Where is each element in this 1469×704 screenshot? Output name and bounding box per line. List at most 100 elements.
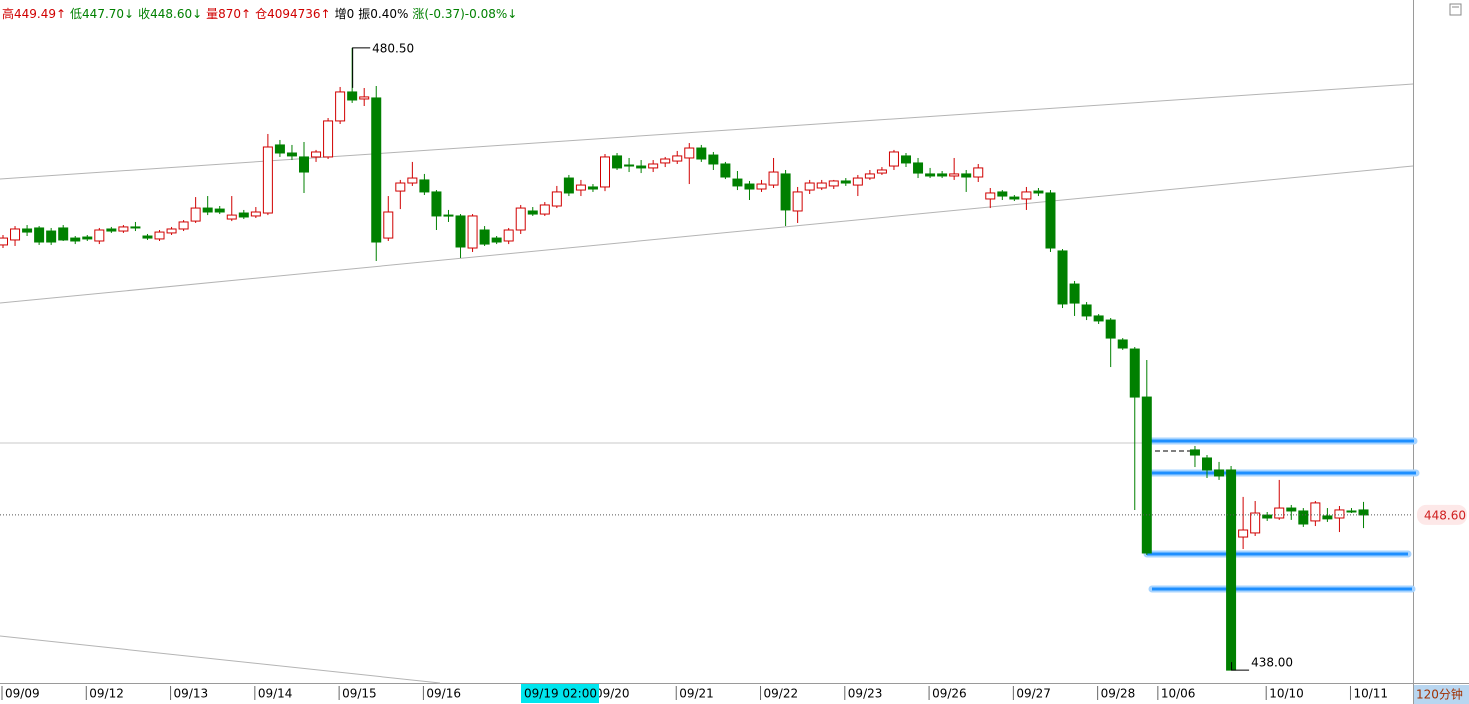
candle-body xyxy=(419,179,430,193)
header-item: 高449.49↑ xyxy=(2,7,67,21)
window-icon[interactable] xyxy=(1449,3,1462,16)
extreme-label: 480.50 xyxy=(372,41,414,55)
candle-body xyxy=(864,173,875,179)
candle-body xyxy=(142,235,153,239)
candle-body xyxy=(600,156,610,188)
candle-body xyxy=(937,173,948,177)
trend-line xyxy=(0,83,1414,180)
candle-body xyxy=(515,207,526,231)
candle-body xyxy=(1262,514,1273,519)
candle-body xyxy=(1021,191,1032,200)
candle-body xyxy=(383,211,394,239)
candle-body xyxy=(1286,507,1297,512)
candle-body xyxy=(888,151,899,167)
x-tick-label: 09/15 xyxy=(342,687,377,701)
candle-body xyxy=(852,177,863,186)
candle-body xyxy=(1069,283,1080,304)
candle-body xyxy=(431,191,442,217)
candle-body xyxy=(178,221,189,230)
trend-line xyxy=(0,635,441,684)
candle-body xyxy=(1009,196,1020,200)
candle-body xyxy=(997,191,1008,197)
candle-body xyxy=(1310,502,1321,522)
candles xyxy=(0,47,1369,671)
x-tick-label: 09/21 xyxy=(679,687,714,701)
candle-body xyxy=(323,120,334,158)
candle-body xyxy=(1105,319,1116,339)
candle-body xyxy=(961,173,972,178)
candle-body xyxy=(1045,192,1056,249)
x-tick-label: 09/28 xyxy=(1101,687,1136,701)
candle-body xyxy=(612,155,623,169)
candle-body xyxy=(551,191,562,207)
candle-body xyxy=(1250,512,1261,534)
header-item: 仓4094736↑ xyxy=(255,7,331,21)
candle-body xyxy=(1117,339,1128,349)
candle-body xyxy=(901,155,911,164)
candle-body xyxy=(70,237,81,242)
candle-body xyxy=(1129,348,1140,398)
period-label-box[interactable] xyxy=(1414,685,1469,704)
candle-body xyxy=(1057,250,1068,305)
candle-body xyxy=(720,163,731,178)
candle-body xyxy=(925,173,936,177)
candle-body xyxy=(10,228,21,241)
candle-body xyxy=(190,207,201,222)
trend-line xyxy=(0,165,1414,304)
candle-body xyxy=(22,228,33,233)
candle-body xyxy=(118,226,129,232)
period-label[interactable]: 120分钟 xyxy=(1416,687,1463,702)
candle-body xyxy=(58,227,69,241)
candle-body xyxy=(840,180,851,184)
candle-body xyxy=(154,231,165,240)
support-lines xyxy=(1143,437,1420,593)
candle-body xyxy=(816,182,827,189)
header-item: 收448.60↓ xyxy=(138,7,203,21)
candle-body xyxy=(1081,304,1092,317)
candle-body xyxy=(563,177,574,194)
candle-body xyxy=(756,183,767,190)
cursor-label: 09/19 02:00 xyxy=(524,687,597,701)
candle-body xyxy=(527,210,538,215)
candle-body xyxy=(684,147,695,159)
candle-body xyxy=(395,182,406,192)
candle-body xyxy=(828,180,839,187)
candle-body xyxy=(648,163,659,169)
last-price-label: 448.60 xyxy=(1424,508,1466,522)
candle-body xyxy=(1202,457,1212,471)
x-tick-label: 09/14 xyxy=(258,687,293,701)
candle-body xyxy=(94,229,105,242)
candle-body xyxy=(539,204,550,215)
candle-body xyxy=(347,91,358,101)
candle-body xyxy=(1033,190,1044,194)
candle-body xyxy=(672,155,683,162)
candle-body xyxy=(913,162,924,174)
candle-body xyxy=(1214,469,1225,477)
candle-body xyxy=(311,151,322,158)
x-tick-label: 10/11 xyxy=(1353,687,1388,701)
candle-body xyxy=(575,184,586,191)
candle-body xyxy=(780,173,791,211)
candle-body xyxy=(262,146,273,214)
candle-body xyxy=(1358,509,1369,516)
candle-body xyxy=(1274,507,1285,519)
candle-body xyxy=(949,173,960,177)
candle-body xyxy=(660,158,671,164)
candle-body xyxy=(1298,510,1309,525)
candle-body xyxy=(166,228,177,234)
candle-body xyxy=(503,229,514,242)
candle-body xyxy=(238,212,249,218)
candle-body xyxy=(491,237,502,243)
candle-body xyxy=(1238,529,1249,538)
candle-body xyxy=(1334,509,1345,519)
cursor-label-box xyxy=(521,684,599,703)
candle-body xyxy=(792,191,803,212)
candle-body xyxy=(202,207,213,213)
candle-body xyxy=(624,164,635,167)
candle-body xyxy=(46,230,57,243)
candle-body xyxy=(708,154,719,165)
candle-body xyxy=(768,171,779,186)
candle-body xyxy=(732,178,743,187)
